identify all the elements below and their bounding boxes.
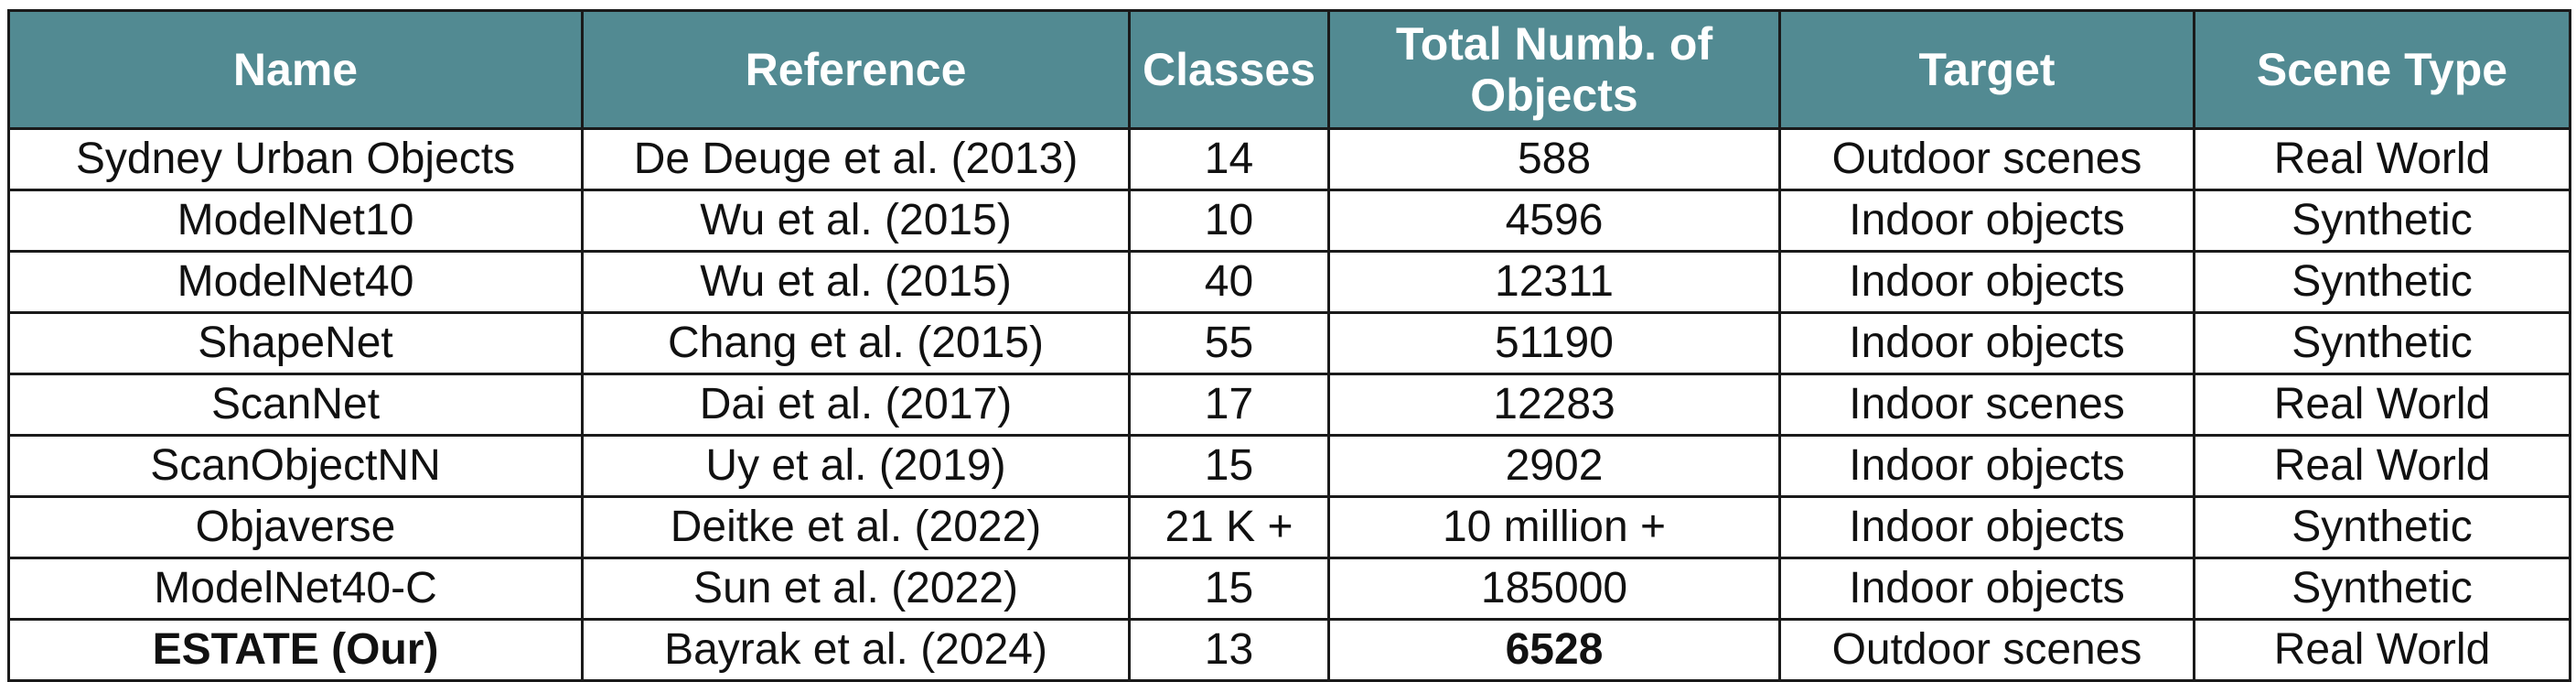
cell-name: ScanObjectNN bbox=[7, 434, 584, 498]
cell-target: Indoor objects bbox=[1778, 250, 2195, 314]
cell-name: ModelNet10 bbox=[7, 189, 584, 253]
cell-target: Indoor objects bbox=[1778, 495, 2195, 559]
cell-classes: 17 bbox=[1128, 373, 1330, 437]
cell-target: Indoor objects bbox=[1778, 434, 2195, 498]
cell-reference: Uy et al. (2019) bbox=[581, 434, 1131, 498]
cell-classes: 10 bbox=[1128, 189, 1330, 253]
cell-reference: De Deuge et al. (2013) bbox=[581, 127, 1131, 191]
cell-total-objects: 2902 bbox=[1327, 434, 1781, 498]
cell-total-objects: 588 bbox=[1327, 127, 1781, 191]
cell-scene-type: Synthetic bbox=[2193, 311, 2571, 375]
cell-name: Objaverse bbox=[7, 495, 584, 559]
cell-scene-type: Real World bbox=[2193, 373, 2571, 437]
cell-total-objects: 12311 bbox=[1327, 250, 1781, 314]
cell-target: Indoor objects bbox=[1778, 189, 2195, 253]
cell-scene-type: Synthetic bbox=[2193, 495, 2571, 559]
table-row-highlighted: ESTATE (Our) Bayrak et al. (2024) 13 652… bbox=[7, 618, 2571, 682]
cell-classes: 13 bbox=[1128, 618, 1330, 682]
cell-classes: 15 bbox=[1128, 557, 1330, 621]
cell-total-objects: 185000 bbox=[1327, 557, 1781, 621]
column-header-reference: Reference bbox=[581, 9, 1131, 130]
cell-total-objects: 10 million + bbox=[1327, 495, 1781, 559]
cell-name: ModelNet40-C bbox=[7, 557, 584, 621]
table-row: Sydney Urban Objects De Deuge et al. (20… bbox=[7, 127, 2571, 191]
column-header-name: Name bbox=[7, 9, 584, 130]
column-header-target: Target bbox=[1778, 9, 2195, 130]
table-body: Sydney Urban Objects De Deuge et al. (20… bbox=[7, 127, 2571, 682]
cell-scene-type: Synthetic bbox=[2193, 557, 2571, 621]
cell-classes: 14 bbox=[1128, 127, 1330, 191]
cell-scene-type: Synthetic bbox=[2193, 189, 2571, 253]
cell-scene-type: Real World bbox=[2193, 434, 2571, 498]
cell-total-objects-bold: 6528 bbox=[1327, 618, 1781, 682]
table-header: Name Reference Classes Total Numb. of Ob… bbox=[7, 9, 2571, 130]
cell-target: Outdoor scenes bbox=[1778, 127, 2195, 191]
column-header-total-objects: Total Numb. of Objects bbox=[1327, 9, 1781, 130]
cell-reference: Chang et al. (2015) bbox=[581, 311, 1131, 375]
cell-scene-type: Real World bbox=[2193, 618, 2571, 682]
table-row: Objaverse Deitke et al. (2022) 21 K + 10… bbox=[7, 495, 2571, 559]
cell-name: ShapeNet bbox=[7, 311, 584, 375]
table-row: ScanNet Dai et al. (2017) 17 12283 Indoo… bbox=[7, 373, 2571, 437]
cell-target: Indoor scenes bbox=[1778, 373, 2195, 437]
cell-classes: 40 bbox=[1128, 250, 1330, 314]
cell-reference: Wu et al. (2015) bbox=[581, 189, 1131, 253]
cell-total-objects: 4596 bbox=[1327, 189, 1781, 253]
header-row: Name Reference Classes Total Numb. of Ob… bbox=[7, 9, 2571, 130]
cell-classes: 55 bbox=[1128, 311, 1330, 375]
cell-name-highlighted: ESTATE (Our) bbox=[7, 618, 584, 682]
dataset-comparison-table: Name Reference Classes Total Numb. of Ob… bbox=[7, 9, 2571, 682]
cell-total-objects: 12283 bbox=[1327, 373, 1781, 437]
column-header-scene-type: Scene Type bbox=[2193, 9, 2571, 130]
table-row: ModelNet40-C Sun et al. (2022) 15 185000… bbox=[7, 557, 2571, 621]
cell-reference: Bayrak et al. (2024) bbox=[581, 618, 1131, 682]
cell-target: Outdoor scenes bbox=[1778, 618, 2195, 682]
cell-classes: 15 bbox=[1128, 434, 1330, 498]
cell-classes: 21 K + bbox=[1128, 495, 1330, 559]
cell-total-objects: 51190 bbox=[1327, 311, 1781, 375]
table-row: ModelNet10 Wu et al. (2015) 10 4596 Indo… bbox=[7, 189, 2571, 253]
cell-target: Indoor objects bbox=[1778, 311, 2195, 375]
table-row: ShapeNet Chang et al. (2015) 55 51190 In… bbox=[7, 311, 2571, 375]
table-row: ModelNet40 Wu et al. (2015) 40 12311 Ind… bbox=[7, 250, 2571, 314]
cell-name: ScanNet bbox=[7, 373, 584, 437]
cell-reference: Sun et al. (2022) bbox=[581, 557, 1131, 621]
cell-scene-type: Synthetic bbox=[2193, 250, 2571, 314]
column-header-classes: Classes bbox=[1128, 9, 1330, 130]
cell-scene-type: Real World bbox=[2193, 127, 2571, 191]
cell-target: Indoor objects bbox=[1778, 557, 2195, 621]
table-row: ScanObjectNN Uy et al. (2019) 15 2902 In… bbox=[7, 434, 2571, 498]
cell-reference: Wu et al. (2015) bbox=[581, 250, 1131, 314]
cell-reference: Deitke et al. (2022) bbox=[581, 495, 1131, 559]
cell-name: Sydney Urban Objects bbox=[7, 127, 584, 191]
cell-name: ModelNet40 bbox=[7, 250, 584, 314]
cell-reference: Dai et al. (2017) bbox=[581, 373, 1131, 437]
